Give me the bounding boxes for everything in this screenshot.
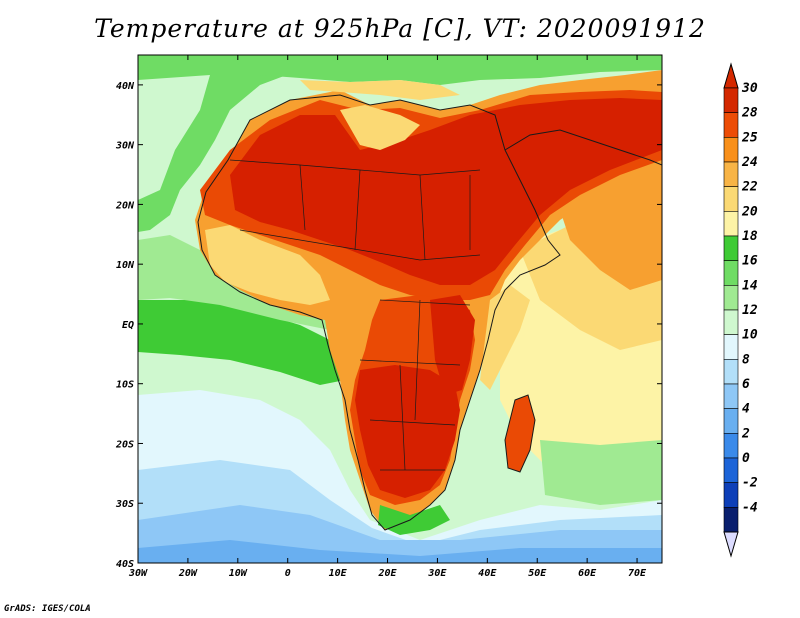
colorbar-label: 18 <box>742 229 758 244</box>
colorbar-label: 30 <box>741 81 758 96</box>
libya-mild-patch <box>340 105 420 150</box>
lon-tick-label: 30W <box>128 568 148 579</box>
plot-frame <box>137 54 663 564</box>
colorbar-segment <box>723 482 739 508</box>
colorbar-label: -2 <box>742 476 758 491</box>
temperature-field <box>138 55 662 563</box>
country-borders <box>229 159 481 471</box>
colorbar-label: -4 <box>742 500 758 515</box>
colorbar-label: 22 <box>741 180 758 195</box>
lat-tick-label: 10S <box>116 380 134 391</box>
mediterranean-mild <box>300 80 460 100</box>
colorbar-label: 25 <box>741 130 758 145</box>
colorbar-label: 8 <box>742 352 750 367</box>
north-atlantic-pale-green <box>138 75 210 200</box>
lat-tick-label: 20N <box>115 200 135 211</box>
colorbar-segment <box>723 457 739 483</box>
chart-title: Temperature at 925hPa [C], VT: 202009191… <box>94 14 706 43</box>
southern-ocean-mid-blue <box>138 540 662 563</box>
madagascar <box>505 395 535 472</box>
grads-credit: GrADS: IGES/COLA <box>4 604 91 614</box>
colorbar-segment <box>723 211 739 237</box>
colorbar-label: 20 <box>741 204 758 219</box>
coastlines <box>197 94 662 531</box>
colorbar-label: 2 <box>741 426 750 441</box>
lon-tick-label: 30E <box>427 568 447 579</box>
lon-tick-label: 60E <box>578 568 597 579</box>
colorbar-label: 28 <box>741 106 758 121</box>
colorbar-segment <box>723 137 739 163</box>
colorbar-label: 0 <box>742 451 750 466</box>
colorbar-segment <box>723 161 739 187</box>
colorbar-label: 16 <box>742 254 758 269</box>
madagascar-coast <box>504 394 536 473</box>
colorbar-segment <box>723 334 739 360</box>
colorbar-segment <box>723 359 739 385</box>
longitude-ticks: 30W 20W 10W 0 10E 20E 30E 40E 50E 60E 70E <box>128 55 647 579</box>
colorbar-label: 14 <box>742 278 758 293</box>
lon-tick-label: 20W <box>178 568 198 579</box>
colorbar-segment <box>723 309 739 335</box>
east-africa-mild <box>480 285 530 390</box>
lon-tick-label: 10W <box>229 568 248 579</box>
lon-tick-label: 70E <box>628 568 647 579</box>
colorbar-segment <box>723 112 739 138</box>
colorbar-segment <box>723 235 739 261</box>
lat-tick-label: 30N <box>115 141 135 152</box>
atlantic-green-band <box>138 300 345 385</box>
colorbar-segment <box>723 408 739 434</box>
colorbar-segment <box>723 186 739 212</box>
lat-tick-label: 10N <box>116 260 135 271</box>
lat-tick-label: 40S <box>116 559 134 570</box>
lon-tick-label: 0 <box>285 568 291 579</box>
east-rift-very-hot <box>430 295 475 395</box>
lon-tick-label: 20E <box>377 568 397 579</box>
lat-tick-label: 30S <box>115 499 134 510</box>
southern-africa-very-hot <box>355 365 460 498</box>
lat-tick-label: 40N <box>116 81 135 92</box>
arabian-sea-warm <box>560 175 662 290</box>
cape-green <box>378 505 450 535</box>
colorbar-segment <box>723 260 739 286</box>
colorbar-segment <box>723 507 739 533</box>
colorbar-segment <box>723 433 739 459</box>
lon-tick-label: 40E <box>478 568 497 579</box>
colorbar-label: 6 <box>742 377 750 392</box>
sahara-very-hot <box>230 98 662 285</box>
lon-tick-label: 10E <box>329 568 348 579</box>
colorbar-upper-arrow <box>723 62 739 89</box>
colorbar-label: 4 <box>742 402 750 417</box>
lat-tick-label: EQ <box>122 320 134 331</box>
west-africa-mild <box>205 225 330 305</box>
europe-strip <box>250 55 662 85</box>
indian-ocean-greens <box>540 440 662 505</box>
colorbar-label: 10 <box>742 328 758 343</box>
colorbar-segment <box>723 285 739 311</box>
latitude-ticks: 40N 30N 20N 10N EQ 10S 20S 30S 40S <box>115 81 662 570</box>
colorbar-lower-arrow <box>723 531 739 558</box>
colorbar-segment <box>723 87 739 113</box>
africa-coastline <box>197 94 561 531</box>
colorbar-label: 12 <box>742 303 758 318</box>
colorbar-label: 24 <box>741 155 758 170</box>
arabia-coast <box>504 129 662 166</box>
lon-tick-label: 50E <box>528 568 547 579</box>
lat-tick-label: 20S <box>115 439 134 450</box>
colorbar-segment <box>723 383 739 409</box>
